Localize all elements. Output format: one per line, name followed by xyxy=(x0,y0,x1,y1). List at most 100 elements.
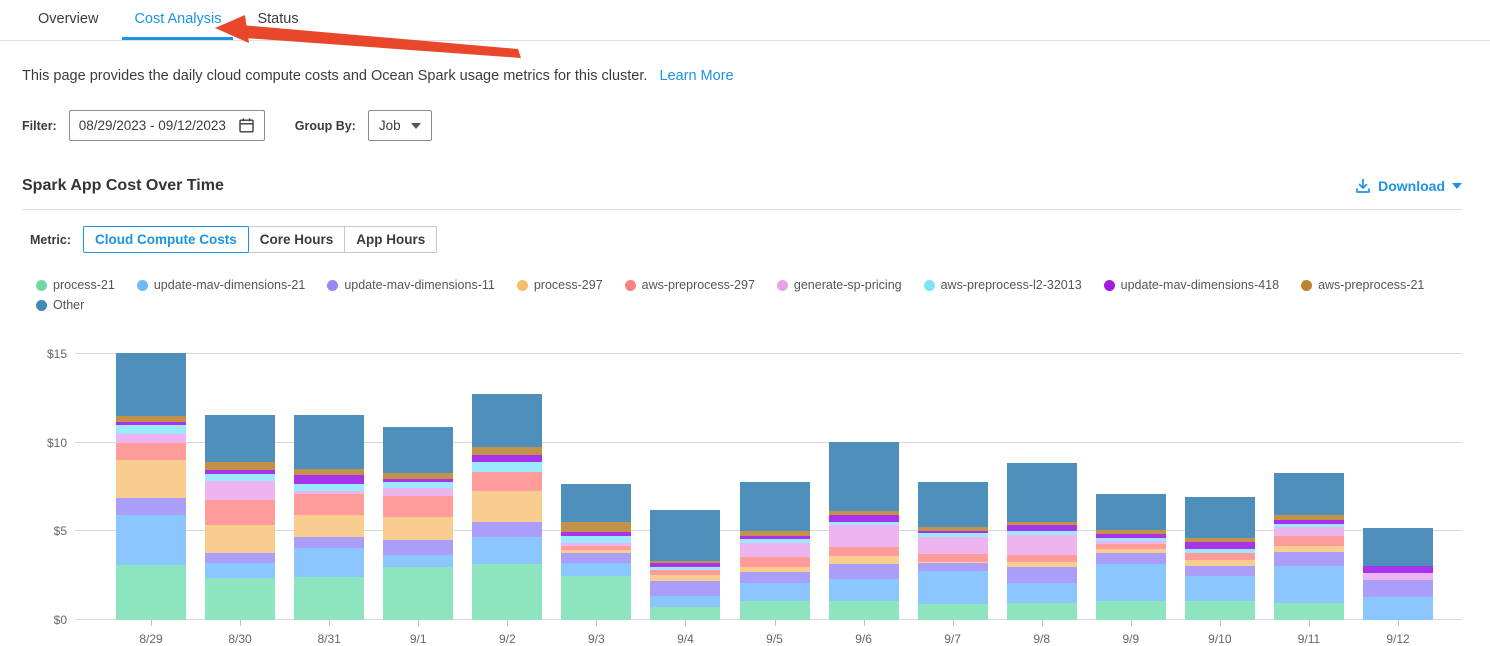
bar-segment-process-297 xyxy=(561,549,632,553)
bar-segment-update-mav-dimensions-418 xyxy=(739,535,810,540)
metric-row: Metric: Cloud Compute Costs Core Hours A… xyxy=(30,226,1490,253)
legend-label: update-mav-dimensions-21 xyxy=(153,278,306,292)
legend-item-aws-preprocess-l2-32013[interactable]: aws-preprocess-l2-32013 xyxy=(923,278,1082,292)
bar-segment-aws-preprocess-21 xyxy=(1273,515,1344,520)
bar-segment-aws-preprocess-21 xyxy=(1184,537,1255,543)
bar-segment-Other xyxy=(383,426,454,473)
bar-segment-update-mav-dimensions-11 xyxy=(1095,552,1166,565)
bar-segment-Other xyxy=(1095,494,1166,530)
download-label: Download xyxy=(1378,178,1445,194)
bar-segment-Other xyxy=(739,481,810,532)
filter-row: Filter: 08/29/2023 - 09/12/2023 Group By… xyxy=(22,110,1490,141)
metric-button-core-hours[interactable]: Core Hours xyxy=(247,226,346,253)
bar-segment-generate-sp-pricing xyxy=(205,480,276,501)
section-title: Spark App Cost Over Time xyxy=(22,177,224,194)
x-axis-label: 9/11 xyxy=(1297,632,1321,646)
x-axis-tick xyxy=(863,620,865,626)
bar-segment-update-mav-dimensions-418 xyxy=(650,563,721,567)
bar-segment-aws-preprocess-21 xyxy=(116,416,186,423)
legend-item-update-mav-dimensions-21[interactable]: update-mav-dimensions-21 xyxy=(136,278,306,292)
bar-segment-process-21 xyxy=(650,606,721,620)
y-axis-label: $10 xyxy=(46,435,67,450)
bar-segment-aws-preprocess-l2-32013 xyxy=(561,535,632,543)
bar-segment-generate-sp-pricing xyxy=(917,536,988,555)
bar-segment-process-297 xyxy=(1184,559,1255,566)
legend-color-dot xyxy=(327,279,339,291)
legend-item-update-mav-dimensions-418[interactable]: update-mav-dimensions-418 xyxy=(1103,278,1279,292)
bar-segment-update-mav-dimensions-418 xyxy=(1095,534,1166,539)
bar-segment-process-297 xyxy=(383,517,454,541)
bar-segment-aws-preprocess-l2-32013 xyxy=(1006,531,1077,535)
bar-segment-process-21 xyxy=(472,564,543,620)
legend-color-dot xyxy=(624,279,636,291)
bar-segment-aws-preprocess-297 xyxy=(383,495,454,518)
bar-segment-update-mav-dimensions-21 xyxy=(739,582,810,601)
x-axis-label: 8/30 xyxy=(228,632,252,646)
x-axis-tick xyxy=(1398,620,1399,626)
bar-segment-update-mav-dimensions-11 xyxy=(561,552,632,564)
legend-item-generate-sp-pricing[interactable]: generate-sp-pricing xyxy=(776,278,902,292)
bar-segment-process-297 xyxy=(828,556,899,565)
date-range-value: 08/29/2023 - 09/12/2023 xyxy=(78,118,226,133)
bar-segment-process-297 xyxy=(472,491,543,523)
bar-segment-Other xyxy=(650,510,721,561)
x-axis-label: 9/12 xyxy=(1386,632,1410,646)
bar-segment-aws-preprocess-21 xyxy=(561,521,632,533)
tab-overview[interactable]: Overview xyxy=(38,11,99,27)
legend-item-Other[interactable]: Other xyxy=(36,298,84,312)
bar-segment-aws-preprocess-297 xyxy=(739,557,810,567)
legend-item-aws-preprocess-21[interactable]: aws-preprocess-21 xyxy=(1301,278,1424,292)
bar-segment-generate-sp-pricing xyxy=(294,490,365,495)
x-axis-label: 8/31 xyxy=(317,632,341,646)
legend-item-aws-preprocess-297[interactable]: aws-preprocess-297 xyxy=(624,278,755,292)
tab-cost-analysis[interactable]: Cost Analysis xyxy=(122,0,234,40)
calendar-icon xyxy=(239,118,254,133)
download-icon xyxy=(1356,178,1370,193)
legend-label: process-297 xyxy=(533,278,603,292)
bar-9/1 xyxy=(383,426,454,620)
bar-segment-update-mav-dimensions-418 xyxy=(561,532,632,536)
x-axis-label: 9/4 xyxy=(677,632,694,646)
bar-segment-Other xyxy=(472,393,543,448)
bar-segment-Other xyxy=(205,415,276,463)
legend-item-process-297[interactable]: process-297 xyxy=(516,278,603,292)
bar-segment-generate-sp-pricing xyxy=(739,542,810,558)
legend-label: aws-preprocess-297 xyxy=(641,278,755,292)
bar-segment-update-mav-dimensions-21 xyxy=(1273,565,1344,604)
legend-item-process-21[interactable]: process-21 xyxy=(36,278,115,292)
x-axis-label: 9/9 xyxy=(1122,632,1140,646)
download-button[interactable]: Download xyxy=(1355,178,1462,194)
bar-segment-process-297 xyxy=(739,566,810,573)
tab-status[interactable]: Status xyxy=(257,11,299,27)
bar-segment-update-mav-dimensions-418 xyxy=(472,455,543,463)
bar-segment-aws-preprocess-297 xyxy=(1006,555,1077,563)
x-axis-label: 9/7 xyxy=(944,632,961,646)
bar-segment-process-21 xyxy=(116,565,186,620)
legend-item-update-mav-dimensions-11[interactable]: update-mav-dimensions-11 xyxy=(327,278,495,292)
bar-segment-update-mav-dimensions-21 xyxy=(205,563,276,579)
bar-segment-aws-preprocess-l2-32013 xyxy=(739,539,810,543)
bar-segment-process-21 xyxy=(1273,603,1344,620)
bar-segment-update-mav-dimensions-418 xyxy=(294,474,365,485)
bar-segment-aws-preprocess-297 xyxy=(917,554,988,562)
metric-button-cloud-compute-costs[interactable]: Cloud Compute Costs xyxy=(82,226,249,253)
metric-button-app-hours[interactable]: App Hours xyxy=(344,226,438,253)
x-axis-label: 9/5 xyxy=(766,632,783,646)
bar-segment-process-21 xyxy=(1006,603,1077,620)
bar-segment-update-mav-dimensions-11 xyxy=(205,552,276,564)
date-range-input[interactable]: 08/29/2023 - 09/12/2023 xyxy=(68,110,265,141)
description-text: This page provides the daily cloud compu… xyxy=(22,68,648,84)
bar-9/3 xyxy=(561,483,632,620)
group-by-select[interactable]: Job xyxy=(367,110,432,141)
y-axis-label: $5 xyxy=(53,524,67,539)
bar-segment-update-mav-dimensions-21 xyxy=(1363,596,1433,620)
bar-segment-update-mav-dimensions-418 xyxy=(1184,542,1255,550)
gridline-$15 xyxy=(75,353,1462,354)
x-axis-tick xyxy=(952,620,954,626)
y-axis-label: $0 xyxy=(53,613,67,627)
bar-segment-update-mav-dimensions-11 xyxy=(294,536,365,549)
bar-segment-process-21 xyxy=(1184,601,1255,620)
learn-more-link[interactable]: Learn More xyxy=(659,68,734,84)
x-axis-label: 9/2 xyxy=(498,632,516,646)
bar-segment-update-mav-dimensions-11 xyxy=(828,564,899,580)
